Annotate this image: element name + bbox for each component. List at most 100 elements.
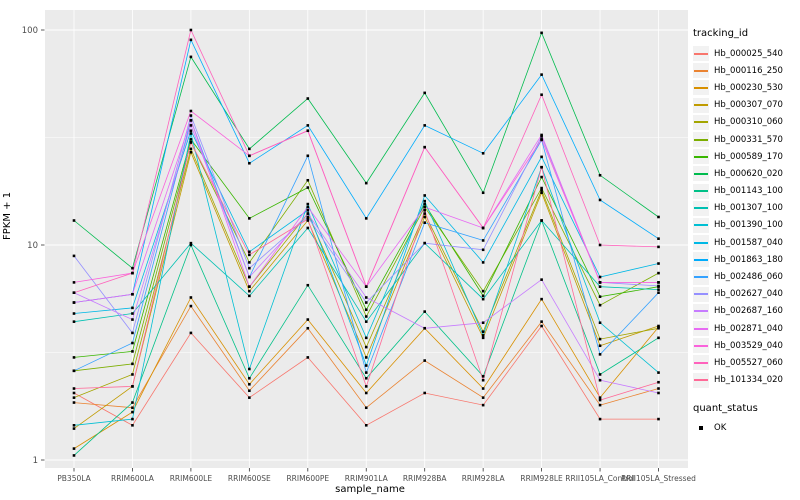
data-point (364, 371, 368, 374)
data-point (540, 324, 543, 328)
legend-key-line (694, 327, 708, 330)
data-point (481, 191, 485, 195)
data-point (364, 336, 368, 340)
data-point (72, 454, 76, 457)
data-point (131, 417, 134, 421)
quant-entry-label: OK (714, 422, 727, 433)
data-point (540, 320, 543, 323)
legend-key-swatch (693, 252, 709, 268)
quant-key-swatch (693, 420, 709, 435)
data-point (423, 212, 426, 215)
legend-entry: Hb_000307_070 (693, 97, 799, 114)
data-point (540, 297, 543, 301)
data-point (364, 301, 368, 304)
legend-key-swatch (693, 338, 709, 354)
data-point (189, 147, 193, 151)
legend-key-swatch (693, 355, 709, 371)
data-point (248, 253, 251, 257)
data-point (189, 141, 193, 144)
legend-entry-label: Hb_002486_060 (714, 272, 783, 283)
x-tick-label: PB350LA (57, 474, 91, 483)
data-point (189, 241, 193, 245)
data-point (598, 378, 602, 382)
data-point (248, 389, 251, 393)
data-point (540, 135, 543, 138)
legend-key-swatch (693, 269, 709, 285)
data-point (364, 406, 368, 410)
data-point (364, 391, 368, 395)
legend-key-swatch (693, 63, 709, 79)
data-point (540, 133, 543, 137)
data-point (248, 275, 251, 279)
data-point (423, 202, 426, 206)
data-point (423, 209, 426, 212)
data-point (657, 326, 660, 330)
data-point (131, 406, 134, 410)
legend-key-line (694, 104, 708, 107)
data-point (364, 364, 368, 367)
data-point (72, 301, 76, 304)
data-point (423, 241, 426, 245)
data-point (540, 188, 543, 192)
data-point (306, 205, 310, 209)
data-point (657, 271, 660, 275)
legend-key-line (694, 276, 708, 279)
legend-key-line (694, 138, 708, 141)
black-square-marker-icon (699, 425, 703, 430)
legend-key-swatch (693, 286, 709, 302)
legend-key-swatch (693, 80, 709, 96)
data-point (306, 219, 310, 222)
legend-entry-label: Hb_002627_040 (714, 289, 783, 300)
legend-key-swatch (693, 183, 709, 199)
data-point (540, 155, 543, 159)
data-point (423, 391, 426, 395)
data-point (248, 382, 251, 386)
data-point (423, 194, 426, 197)
data-point (189, 124, 193, 127)
data-point (657, 245, 660, 249)
data-point (131, 341, 134, 345)
legend-entry: Hb_001587_040 (693, 234, 799, 251)
legend-key-line (694, 121, 708, 124)
data-point (189, 129, 193, 133)
data-point (306, 318, 310, 321)
data-point (364, 385, 368, 388)
legend-key-line (694, 361, 708, 364)
data-point (72, 447, 76, 450)
legend-key-swatch (693, 97, 709, 113)
data-point (306, 178, 310, 182)
data-point (189, 28, 193, 32)
data-point (423, 205, 426, 209)
data-point (657, 215, 660, 219)
data-point (364, 308, 368, 312)
data-point (72, 312, 76, 315)
legend-entry-label: Hb_000620_020 (714, 168, 783, 179)
data-point (306, 124, 310, 127)
legend-entry-label: Hb_000116_250 (714, 65, 783, 76)
data-point (189, 132, 193, 135)
legend-entries: Hb_000025_540 Hb_000116_250 Hb_000230_530 H… (693, 45, 799, 389)
data-point (657, 336, 660, 340)
data-point (657, 417, 660, 421)
data-point (598, 353, 602, 356)
data-point (248, 217, 251, 220)
data-point (423, 215, 426, 219)
data-point (131, 401, 134, 404)
legend-key-line (694, 190, 708, 193)
data-point (481, 321, 485, 325)
data-point (248, 154, 251, 158)
data-point (481, 387, 485, 390)
data-point (364, 296, 368, 299)
data-point (481, 403, 485, 407)
data-point (306, 186, 310, 189)
legend-key-swatch (693, 235, 709, 251)
legend-key-line (694, 224, 708, 227)
data-point (481, 336, 485, 340)
legend-entry: Hb_000620_020 (693, 165, 799, 182)
data-point (72, 391, 76, 395)
x-tick-label: RRII105LA_Control (565, 474, 635, 483)
data-point (72, 424, 76, 427)
data-point (189, 55, 193, 59)
data-point (131, 306, 134, 310)
legend-key-line (694, 258, 708, 261)
